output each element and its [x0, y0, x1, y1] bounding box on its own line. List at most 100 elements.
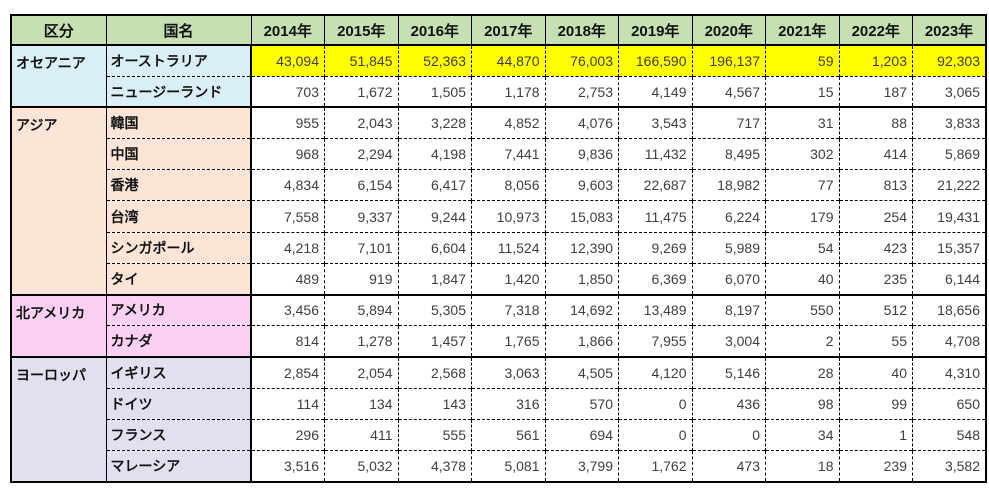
value-cell[interactable]: 5,869 — [912, 138, 986, 170]
value-cell[interactable]: 187 — [838, 75, 913, 108]
country-cell[interactable]: イギリス — [106, 355, 252, 389]
value-cell[interactable]: 1,847 — [397, 262, 472, 295]
value-cell[interactable]: 22,687 — [618, 169, 692, 201]
country-cell[interactable]: フランス — [106, 418, 252, 451]
value-cell[interactable]: 18,656 — [912, 293, 986, 326]
value-cell[interactable]: 254 — [838, 200, 913, 233]
value-cell[interactable]: 40 — [838, 355, 913, 389]
value-cell[interactable]: 1,457 — [397, 325, 472, 357]
value-cell[interactable]: 3,004 — [691, 325, 766, 357]
value-cell[interactable]: 4,378 — [397, 449, 472, 482]
col-header-year[interactable]: 2019年 — [618, 14, 693, 46]
value-cell[interactable]: 15,083 — [544, 200, 619, 233]
value-cell[interactable]: 43,094 — [250, 45, 325, 77]
value-cell[interactable]: 5,146 — [691, 355, 766, 389]
value-cell[interactable]: 15,357 — [912, 231, 986, 264]
col-header-year[interactable]: 2015年 — [324, 14, 399, 46]
value-cell[interactable]: 235 — [838, 262, 913, 295]
value-cell[interactable]: 955 — [250, 106, 325, 139]
value-cell[interactable]: 40 — [765, 262, 839, 295]
value-cell[interactable]: 411 — [324, 418, 398, 451]
value-cell[interactable]: 1,420 — [471, 262, 545, 295]
country-cell[interactable]: オーストラリア — [106, 45, 252, 77]
value-cell[interactable]: 1,178 — [471, 75, 545, 108]
value-cell[interactable]: 7,955 — [618, 325, 692, 357]
col-header-region[interactable]: 区分 — [10, 14, 107, 46]
value-cell[interactable]: 473 — [691, 449, 766, 482]
value-cell[interactable]: 11,475 — [618, 200, 692, 233]
value-cell[interactable]: 92,303 — [912, 45, 986, 77]
value-cell[interactable]: 13,489 — [618, 293, 692, 326]
value-cell[interactable]: 814 — [250, 325, 325, 357]
value-cell[interactable]: 10,973 — [471, 200, 545, 233]
value-cell[interactable]: 9,244 — [397, 200, 472, 233]
value-cell[interactable]: 3,833 — [912, 106, 986, 139]
col-header-year[interactable]: 2022年 — [838, 14, 913, 46]
value-cell[interactable]: 1,203 — [838, 45, 913, 77]
value-cell[interactable]: 296 — [250, 418, 325, 451]
col-header-country[interactable]: 国名 — [105, 14, 252, 46]
value-cell[interactable]: 98 — [765, 387, 839, 420]
value-cell[interactable]: 88 — [838, 106, 913, 139]
value-cell[interactable]: 9,836 — [544, 138, 619, 170]
value-cell[interactable]: 5,305 — [397, 293, 472, 326]
value-cell[interactable]: 1 — [838, 418, 913, 451]
country-cell[interactable]: マレーシア — [106, 449, 252, 482]
value-cell[interactable]: 561 — [471, 418, 545, 451]
value-cell[interactable]: 703 — [250, 75, 325, 108]
col-header-year[interactable]: 2014年 — [250, 14, 325, 46]
col-header-year[interactable]: 2016年 — [397, 14, 472, 46]
value-cell[interactable]: 52,363 — [397, 45, 472, 77]
value-cell[interactable]: 18 — [765, 449, 839, 482]
value-cell[interactable]: 6,070 — [691, 262, 766, 295]
country-cell[interactable]: タイ — [106, 262, 252, 295]
value-cell[interactable]: 4,120 — [618, 355, 692, 389]
region-cell[interactable]: アジア — [11, 106, 107, 295]
value-cell[interactable]: 6,144 — [912, 262, 986, 295]
value-cell[interactable]: 1,505 — [397, 75, 472, 108]
value-cell[interactable]: 7,318 — [471, 293, 545, 326]
value-cell[interactable]: 5,081 — [471, 449, 545, 482]
value-cell[interactable]: 4,198 — [397, 138, 472, 170]
value-cell[interactable]: 550 — [765, 293, 839, 326]
value-cell[interactable]: 489 — [250, 262, 325, 295]
value-cell[interactable]: 12,390 — [544, 231, 619, 264]
value-cell[interactable]: 166,590 — [618, 45, 692, 77]
value-cell[interactable]: 5,894 — [324, 293, 398, 326]
col-header-year[interactable]: 2021年 — [765, 14, 840, 46]
value-cell[interactable]: 114 — [250, 387, 325, 420]
value-cell[interactable]: 1,762 — [618, 449, 692, 482]
value-cell[interactable]: 3,456 — [250, 293, 325, 326]
value-cell[interactable]: 302 — [765, 138, 839, 170]
value-cell[interactable]: 6,224 — [691, 200, 766, 233]
value-cell[interactable]: 1,278 — [324, 325, 398, 357]
country-cell[interactable]: アメリカ — [106, 293, 252, 326]
value-cell[interactable]: 6,154 — [324, 169, 398, 201]
value-cell[interactable]: 570 — [544, 387, 619, 420]
value-cell[interactable]: 4,852 — [471, 106, 545, 139]
country-cell[interactable]: ニュージーランド — [106, 75, 252, 108]
value-cell[interactable]: 2,043 — [324, 106, 398, 139]
value-cell[interactable]: 8,056 — [471, 169, 545, 201]
value-cell[interactable]: 196,137 — [691, 45, 766, 77]
value-cell[interactable]: 1,672 — [324, 75, 398, 108]
value-cell[interactable]: 18,982 — [691, 169, 766, 201]
value-cell[interactable]: 8,495 — [691, 138, 766, 170]
value-cell[interactable]: 414 — [838, 138, 913, 170]
value-cell[interactable]: 555 — [397, 418, 472, 451]
value-cell[interactable]: 4,149 — [618, 75, 692, 108]
value-cell[interactable]: 5,989 — [691, 231, 766, 264]
col-header-year[interactable]: 2023年 — [912, 14, 987, 46]
value-cell[interactable]: 59 — [765, 45, 839, 77]
value-cell[interactable]: 4,218 — [250, 231, 325, 264]
value-cell[interactable]: 0 — [618, 387, 692, 420]
country-cell[interactable]: シンガポール — [106, 231, 252, 264]
value-cell[interactable]: 134 — [324, 387, 398, 420]
value-cell[interactable]: 99 — [838, 387, 913, 420]
value-cell[interactable]: 9,603 — [544, 169, 619, 201]
value-cell[interactable]: 15 — [765, 75, 839, 108]
value-cell[interactable]: 19,431 — [912, 200, 986, 233]
value-cell[interactable]: 2,568 — [397, 355, 472, 389]
country-cell[interactable]: カナダ — [106, 325, 252, 357]
value-cell[interactable]: 4,834 — [250, 169, 325, 201]
